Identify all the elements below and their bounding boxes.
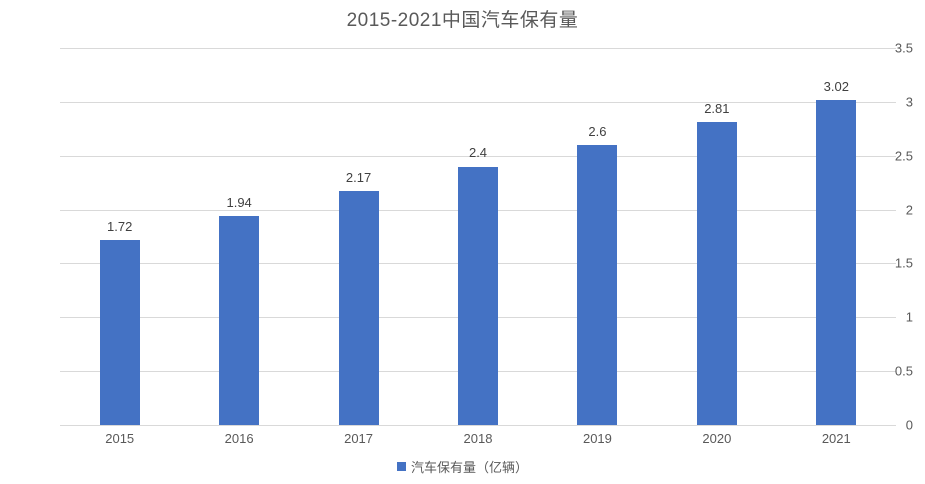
x-axis-tick-label: 2016 xyxy=(224,431,254,446)
gridline xyxy=(60,155,896,157)
y-axis-tick-label: 2.5 xyxy=(894,148,913,164)
x-axis-tick-label: 2018 xyxy=(463,431,493,446)
y-axis-tick-label: 0.5 xyxy=(894,363,913,379)
x-axis-tick-label: 2015 xyxy=(105,431,135,446)
x-axis-tick-label: 2019 xyxy=(582,431,612,446)
bar xyxy=(458,166,498,425)
y-axis-tick-label: 1 xyxy=(905,309,913,325)
y-axis-tick-label: 0 xyxy=(905,417,913,433)
bar xyxy=(219,216,260,425)
x-axis-tick-label: 2017 xyxy=(344,431,374,446)
bar-value-label: 1.72 xyxy=(107,218,133,234)
legend: 汽车保有量（亿辆） xyxy=(0,457,925,476)
bar xyxy=(338,191,379,425)
y-axis-tick-label: 1.5 xyxy=(894,255,913,271)
x-axis-tick-label: 2020 xyxy=(702,431,732,446)
bar xyxy=(577,144,618,425)
bar-value-label: 2.17 xyxy=(345,170,372,186)
bar-value-label: 3.02 xyxy=(823,78,849,94)
legend-marker-square-icon xyxy=(396,462,406,471)
y-axis-tick-label: 3.5 xyxy=(894,40,913,56)
y-axis-tick-label: 3 xyxy=(905,94,913,110)
bar xyxy=(99,239,140,425)
bar xyxy=(816,99,857,425)
bar-value-label: 1.94 xyxy=(226,195,252,211)
bar-value-label: 2.6 xyxy=(588,123,607,139)
gridline xyxy=(60,48,896,49)
bar-value-label: 2.4 xyxy=(468,145,488,161)
chart-title: 2015-2021中国汽车保有量 xyxy=(346,10,579,31)
legend-label: 汽车保有量（亿辆） xyxy=(410,460,528,475)
bar xyxy=(696,122,737,425)
x-axis-tick-label: 2021 xyxy=(821,431,851,446)
plot-area: 1.72 1.94 2.17 2.4 2.6 2.81 3.02 xyxy=(60,48,896,426)
gridline xyxy=(60,101,896,103)
bar-value-label: 2.81 xyxy=(704,101,730,117)
y-axis-tick-label: 2 xyxy=(905,202,913,218)
